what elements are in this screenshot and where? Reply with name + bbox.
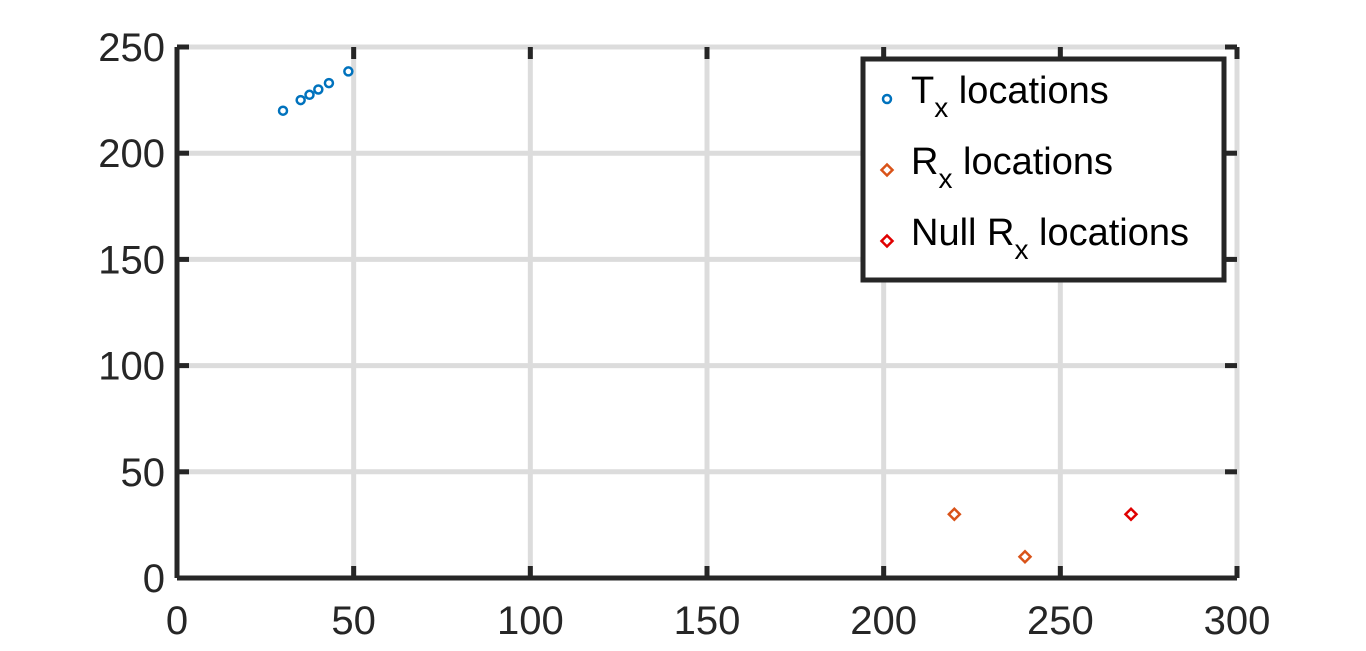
legend-marker — [879, 233, 895, 249]
y-tick-label: 100 — [98, 345, 165, 389]
y-tick-label: 150 — [98, 238, 165, 282]
legend-label: Null Rx locations — [911, 212, 1189, 265]
x-tick-label: 150 — [674, 599, 741, 643]
tx-location-point — [277, 105, 289, 116]
legend: Tx locations Rx locations Null Rx location… — [860, 56, 1227, 283]
tx-location-point — [295, 94, 306, 106]
legend-box — [860, 56, 1227, 283]
tx-location-point — [343, 66, 354, 77]
x-tick-label: 200 — [850, 599, 917, 643]
rx-location-point — [1123, 507, 1139, 522]
y-tick-labels: 0 50 100 150 200 250 — [98, 26, 165, 601]
tx-location-point — [304, 89, 315, 101]
tx-location-point — [323, 77, 335, 89]
legend-marker — [881, 93, 893, 105]
legend-entry: Null Rx locations — [879, 212, 1189, 265]
rx-location-point — [947, 507, 962, 522]
legend-entry: Rx locations — [879, 141, 1113, 194]
y-tick-label: 50 — [121, 451, 166, 495]
axes — [174, 44, 1240, 581]
legend-entry: Tx locations — [881, 70, 1109, 123]
x-tick-label: 250 — [1027, 599, 1094, 643]
x-tick-label: 0 — [166, 599, 188, 643]
x-tick-label: 300 — [1204, 599, 1271, 643]
y-tick-label: 250 — [98, 26, 165, 70]
legend-label: Rx locations — [911, 141, 1113, 194]
y-tick-label: 0 — [143, 557, 165, 601]
x-tick-labels: 0 50 100 150 200 250 300 — [166, 599, 1271, 643]
y-tick-label: 200 — [98, 132, 165, 176]
data-points — [277, 66, 1139, 565]
x-tick-label: 100 — [497, 599, 564, 643]
legend-label: Tx locations — [911, 70, 1109, 123]
tx-location-point — [313, 84, 324, 95]
legend-marker — [879, 162, 895, 178]
rx-location-point — [1017, 549, 1033, 565]
x-tick-label: 50 — [331, 599, 376, 643]
